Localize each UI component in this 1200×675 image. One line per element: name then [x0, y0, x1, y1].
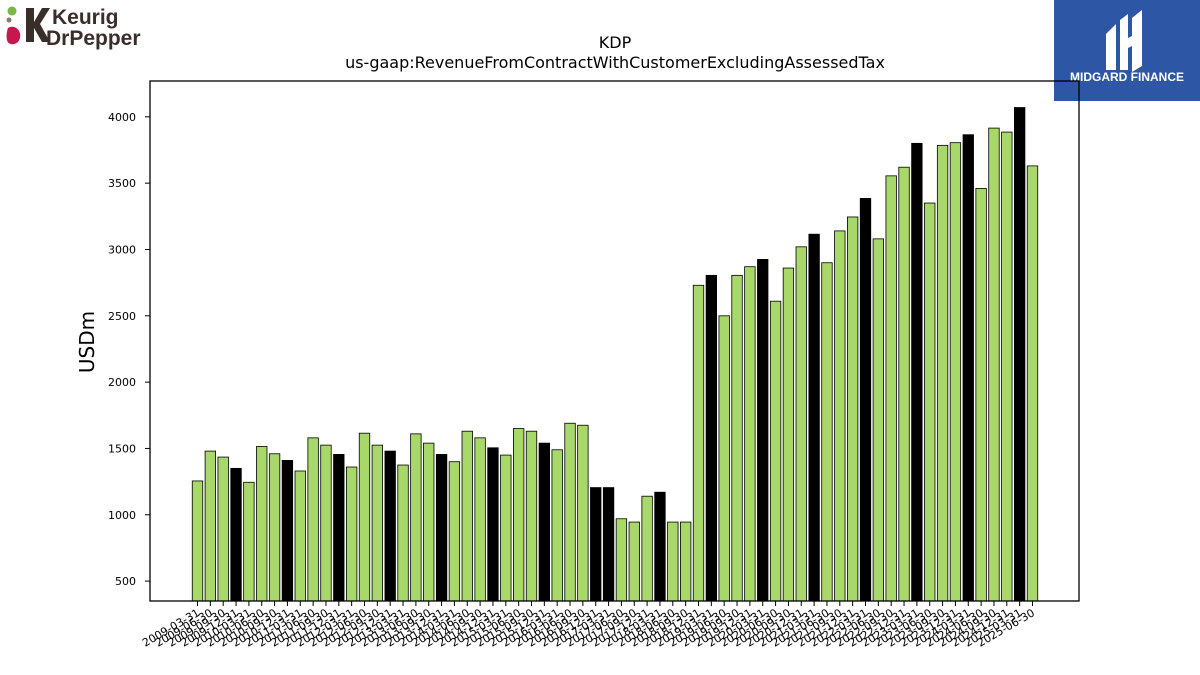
bar-2019-09-30: [731, 274, 743, 602]
bar-2022-12-31: [898, 166, 910, 602]
bar-2018-12-31: [692, 284, 705, 602]
bar-2010-03-31: [243, 481, 255, 602]
y-tick-label: 500: [115, 575, 136, 588]
bar-2018-09-30: [680, 521, 692, 602]
midgard-logo-text: MIDGARD FINANCE: [1070, 70, 1184, 84]
bar-2025-03-31: [1014, 107, 1026, 602]
bar-2023-12-31: [949, 142, 962, 602]
bar-2018-03-31: [654, 491, 666, 602]
y-axis-label: USDm: [75, 311, 99, 373]
bar-2016-06-30: [564, 422, 576, 602]
logo-text-drpepper: DrPepper: [46, 27, 141, 50]
bar-2017-03-31: [602, 487, 615, 602]
bar-2010-12-31: [281, 459, 294, 602]
logo-dot-brown: [6, 17, 12, 23]
bar-2019-12-31: [744, 266, 756, 602]
bar-2022-06-30: [872, 238, 884, 602]
bar-2024-09-30: [988, 127, 1000, 602]
chart-title: KDP: [599, 33, 632, 52]
bar-2013-12-31: [435, 454, 448, 602]
bar-2011-09-30: [320, 444, 332, 602]
bar-2015-06-30: [513, 428, 525, 602]
y-tick-label: 1000: [108, 509, 136, 522]
bar-2019-06-30: [718, 315, 730, 602]
bar-2009-09-30: [217, 456, 229, 602]
bar-2009-06-30: [204, 450, 217, 602]
bar-2016-09-30: [577, 424, 589, 602]
bar-2012-12-31: [384, 450, 396, 602]
bar-2020-06-30: [769, 300, 782, 602]
midgard-finance-logo: MIDGARD FINANCE: [1054, 0, 1200, 101]
bar-2015-12-31: [538, 442, 550, 602]
bar-2014-09-30: [474, 437, 486, 602]
x-axis-ticks: 2009-03-312009-06-302009-09-302009-12-31…: [140, 601, 1037, 650]
bar-2014-12-31: [487, 447, 499, 602]
bar-2017-09-30: [628, 521, 640, 602]
bar-2017-06-30: [615, 518, 628, 602]
y-tick-label: 2500: [108, 310, 136, 323]
bar-2011-03-31: [294, 470, 306, 602]
bars-group: [191, 107, 1039, 602]
y-tick-label: 2000: [108, 376, 136, 389]
bar-2013-09-30: [423, 442, 435, 602]
y-tick-label: 1500: [108, 442, 136, 455]
bar-2012-03-31: [345, 466, 358, 602]
bar-2023-09-30: [936, 144, 949, 602]
bar-2015-03-31: [500, 454, 512, 602]
bar-2016-03-31: [551, 449, 563, 602]
bar-2016-12-31: [590, 487, 602, 602]
bar-2020-03-31: [757, 259, 769, 602]
y-tick-label: 4000: [108, 111, 136, 124]
bar-2024-12-31: [1001, 131, 1013, 602]
logo-text-keurig: Keurig: [52, 6, 119, 29]
bar-2010-09-30: [268, 453, 281, 602]
bar-2015-09-30: [525, 430, 538, 602]
bar-2020-09-30: [782, 267, 795, 602]
plot-frame: [149, 80, 1080, 602]
midgard-emblem-icon: [1106, 10, 1142, 72]
bar-2022-09-30: [885, 175, 897, 602]
bar-2021-12-31: [847, 216, 859, 602]
bar-2019-03-31: [705, 274, 717, 602]
bar-2009-12-31: [230, 467, 242, 602]
keurig-drpepper-logo: Keurig DrPepper: [4, 2, 164, 52]
logo-k-mark: [26, 8, 50, 42]
bar-2017-12-31: [641, 495, 653, 602]
bar-2014-06-30: [461, 430, 473, 602]
y-axis-ticks: 500 1000 1500 2000 2500 3000 3500 4000: [108, 111, 150, 588]
bar-2014-03-31: [448, 461, 461, 602]
bar-2023-03-31: [911, 142, 923, 602]
bar-2013-03-31: [397, 464, 409, 602]
logo-dot-green: [7, 6, 17, 16]
y-tick-label: 3500: [108, 177, 136, 190]
logo-drop-red: [6, 26, 21, 45]
bar-2020-12-31: [795, 246, 807, 602]
bar-2009-03-31: [191, 480, 204, 602]
bar-2024-06-30: [975, 188, 987, 602]
y-tick-label: 3000: [108, 243, 136, 256]
bar-2022-03-31: [859, 197, 872, 602]
bar-2021-09-30: [834, 230, 846, 602]
bar-2021-03-31: [808, 233, 820, 602]
bar-2010-06-30: [256, 446, 268, 602]
bar-2024-03-31: [962, 134, 974, 602]
bar-2018-06-30: [667, 521, 679, 602]
bar-2023-06-30: [924, 202, 936, 602]
bar-2021-06-30: [821, 262, 833, 602]
bar-2025-06-30: [1026, 165, 1039, 602]
bar-2011-06-30: [307, 437, 319, 602]
bar-2012-06-30: [358, 432, 371, 602]
bar-2013-06-30: [410, 433, 422, 602]
chart-subtitle: us-gaap:RevenueFromContractWithCustomerE…: [345, 53, 885, 72]
bar-2012-09-30: [371, 444, 384, 602]
bar-2011-12-31: [333, 454, 345, 602]
